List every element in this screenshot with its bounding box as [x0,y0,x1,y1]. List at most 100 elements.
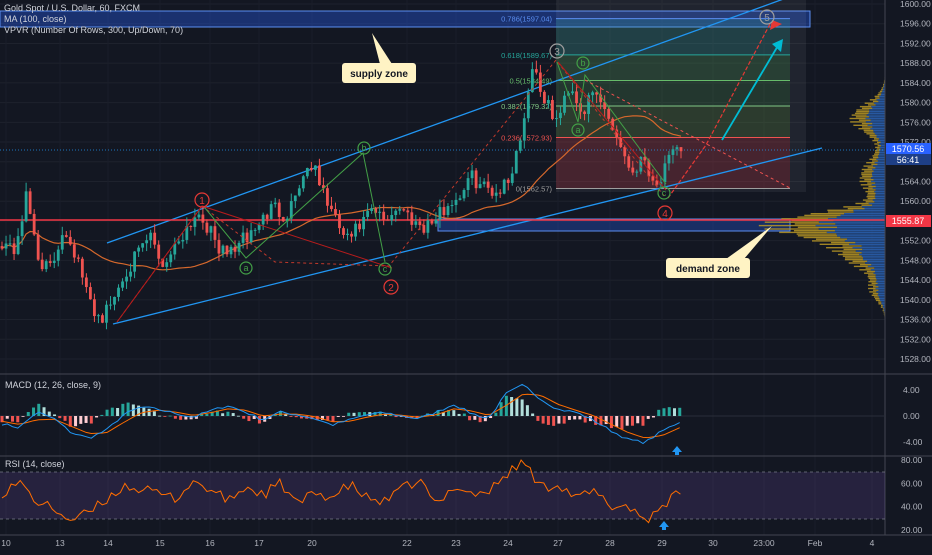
candle-body [491,188,494,196]
candle-body [85,277,88,287]
candle-body [330,206,333,209]
volume-bar-down [859,269,871,270]
volume-bar-up [872,172,885,173]
volume-bar-up [867,261,885,262]
candle-body [197,215,200,218]
symbol-title[interactable]: Gold Spot / U.S. Dollar, 60, FXCM [4,3,140,13]
candle-body [61,235,64,249]
candle-body [109,305,112,306]
volume-bar-up [875,271,885,272]
volume-bar-down [855,113,869,114]
volume-bar-up [872,123,885,124]
macd-histogram-bar [494,413,497,416]
volume-bar-down [877,148,881,149]
volume-bar-down [861,174,872,175]
volume-bar-down [878,145,881,146]
macd-histogram-bar [668,407,671,416]
vpvr-indicator-label[interactable]: VPVR (Number Of Rows, 300, Up/Down, 70) [4,25,183,35]
volume-bar-down [880,91,882,92]
rsi-tick-label: 40.00 [901,502,923,512]
macd-histogram-bar [342,416,345,417]
volume-bar-up [872,108,885,109]
volume-bar-down [875,96,880,97]
wave-label: b [361,143,366,153]
candle-body [17,236,20,254]
volume-bar-up [845,240,885,241]
time-tick-label: Feb [808,538,823,548]
volume-bar-up [872,126,885,127]
volume-bar-up [862,245,885,246]
fib-band [556,55,790,81]
volume-bar-up [877,137,885,138]
rsi-tick-label: 20.00 [901,525,923,535]
volume-bar-up [874,103,885,104]
candle-body [346,234,349,235]
candle-body [5,243,8,248]
candle-body [519,140,522,150]
candle-body [282,217,285,221]
candle-body [81,259,84,278]
volume-bar-down [871,164,877,165]
macd-histogram-bar [678,408,681,416]
rsi-tick-label: 80.00 [901,455,923,465]
volume-bar-up [873,165,885,166]
volume-bar-down [862,169,872,170]
volume-bar-down [881,307,883,308]
candle-body [226,246,229,255]
macd-histogram-bar [626,416,629,426]
volume-bar-down [868,288,876,289]
volume-bar-up [872,169,885,170]
volume-bar-up [879,296,885,297]
candle-body [547,100,550,103]
volume-bar-up [879,154,885,155]
volume-bar-down [878,303,881,304]
candle-body [386,220,389,221]
time-tick-label: 29 [657,538,667,548]
volume-bar-up [849,244,885,245]
volume-bar-down [867,194,875,195]
volume-bar-down [853,125,867,126]
candle-body [563,96,566,113]
macd-histogram-bar [179,416,182,420]
candle-body [278,203,281,217]
volume-bar-up [869,111,885,112]
rsi-title: RSI (14, close) [5,459,65,469]
volume-bar-up [880,147,885,148]
macd-histogram-bar [599,416,602,425]
macd-histogram-bar [662,408,665,416]
volume-bar-down [872,140,878,141]
macd-histogram-bar [148,409,151,416]
volume-bar-down [843,252,862,253]
volume-bar-down [872,295,878,296]
ma-indicator-label[interactable]: MA (100, close) [4,14,67,24]
volume-bar-up [835,223,885,224]
volume-bar-up [837,235,885,236]
candle-body [575,91,578,103]
volume-bar-up [877,99,885,100]
volume-bar-down [858,128,870,129]
time-tick-label: 28 [605,538,615,548]
time-tick-label: 14 [103,538,113,548]
volume-bar-up [862,252,885,253]
macd-histogram-bar [636,416,639,423]
price-tick-label: 1560.00 [900,196,931,206]
macd-histogram-bar [111,408,114,416]
macd-histogram-bar [74,416,77,426]
candle-body [555,118,558,119]
volume-bar-up [816,225,885,226]
candle-body [105,305,108,323]
volume-bar-up [878,290,885,291]
macd-histogram-bar [11,416,14,422]
candle-body [507,180,510,183]
volume-bar-down [826,247,853,248]
volume-bar-up [871,264,885,265]
macd-histogram-bar [95,416,98,417]
volume-bar-down [868,193,876,194]
candle-body [607,109,610,119]
volume-bar-up [875,198,885,199]
candle-body [1,246,4,248]
volume-bar-up [874,171,885,172]
macd-histogram-bar [295,416,298,417]
volume-bar-up [873,188,885,189]
